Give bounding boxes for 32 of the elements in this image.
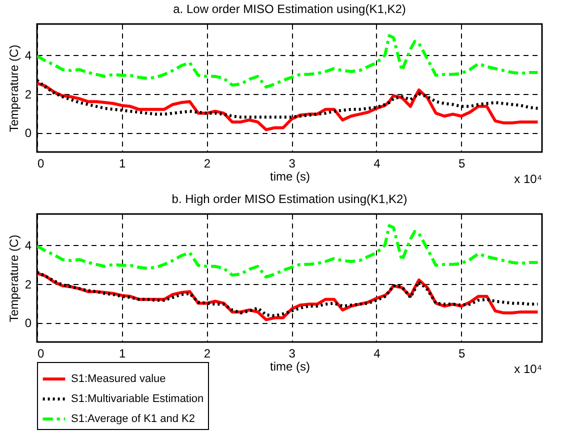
- line-series: [37, 224, 540, 279]
- chart-title: a. Low order MISO Estimation using(K1,K2): [173, 2, 406, 16]
- x-axis-title: time (s): [270, 360, 310, 374]
- line-series: [37, 82, 540, 132]
- chart-title: b. High order MISO Estimation using(K1,K2): [172, 192, 408, 206]
- x-tick-label: 1: [119, 346, 126, 360]
- x-tick-label: 4: [374, 156, 381, 170]
- legend-label: S1:Measured value: [71, 373, 166, 385]
- y-tick-label: 4: [24, 238, 32, 253]
- x-tick-label: 4: [374, 346, 381, 360]
- y-tick-label: 0: [24, 126, 32, 140]
- x-tick-label: 1: [119, 156, 126, 170]
- x-tick-label: 5: [458, 156, 466, 170]
- x-tick-label: 2: [204, 346, 211, 360]
- x-tick-label: 3: [288, 346, 296, 360]
- x-tick-label: 5: [458, 346, 466, 360]
- text: x 10⁴: [514, 362, 542, 376]
- x-tick-label: 0: [38, 346, 44, 360]
- x-tick-label: 2: [204, 156, 211, 170]
- y-axis-title: Temperature (C): [6, 234, 21, 322]
- y-tick-label: 0: [24, 316, 32, 330]
- y-tick-label: 4: [24, 48, 32, 63]
- y-axis-title: Temperature (C): [6, 44, 21, 132]
- x-tick-label: 0: [38, 156, 44, 170]
- x-tick-label: 3: [288, 156, 296, 170]
- text: x 10⁴: [514, 172, 542, 186]
- line-series: [37, 34, 540, 89]
- y-tick-label: 2: [24, 277, 32, 292]
- y-tick-label: 2: [24, 87, 32, 102]
- legend-label: S1:Multivariable Estimation: [71, 393, 204, 405]
- legend-label: S1:Average of K1 and K2: [71, 413, 195, 425]
- x-axis-title: time (s): [270, 170, 310, 184]
